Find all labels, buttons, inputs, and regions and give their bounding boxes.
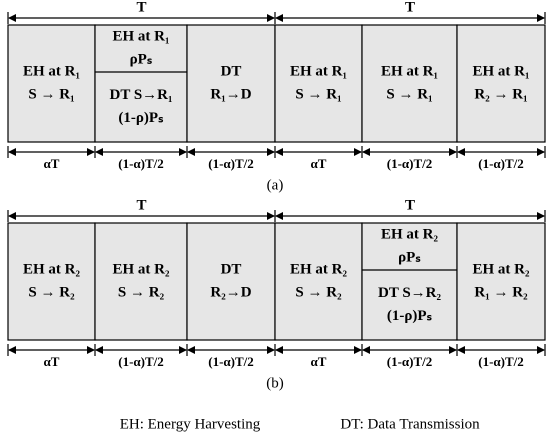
block-text: R₂→D: [210, 284, 251, 300]
block-text: R₂ → R₁: [474, 86, 527, 102]
block-text: EH at R₁: [473, 63, 530, 79]
block-text: S → R₁: [295, 86, 341, 102]
caption: (b): [266, 375, 284, 391]
block-text: (1-ρ)Pₛ: [387, 308, 433, 324]
block: [456, 24, 546, 143]
block-text: DT S→R₂: [378, 285, 441, 301]
block-text: EH at R₁: [381, 63, 438, 79]
block: [361, 222, 458, 341]
block-text: S → R₁: [28, 86, 74, 102]
period-label: T: [405, 0, 415, 15]
block-text: ρPₛ: [398, 249, 421, 265]
block: [456, 222, 546, 341]
duration-label: αT: [311, 156, 327, 171]
block-text: EH at R₂: [381, 226, 439, 242]
period-label: T: [136, 0, 146, 15]
duration-label: (1-α)T/2: [387, 156, 433, 171]
duration-label: (1-α)T/2: [208, 354, 254, 369]
legend-entry: EH: Energy Harvesting: [120, 416, 261, 432]
block-text: R₁→D: [210, 86, 251, 102]
block-text: S → R₂: [295, 284, 342, 300]
caption: (a): [267, 177, 284, 193]
block: [186, 222, 276, 341]
block-text: R₁ → R₂: [474, 284, 528, 300]
block-text: EH at R₂: [290, 261, 348, 277]
block-text: EH at R₂: [23, 261, 81, 277]
block-text: DT S→R₁: [110, 87, 173, 103]
block-text: EH at R₂: [473, 261, 531, 277]
block-text: S → R₂: [118, 284, 165, 300]
duration-label: αT: [44, 354, 60, 369]
duration-label: (1-α)T/2: [387, 354, 433, 369]
block: [274, 24, 363, 143]
duration-label: αT: [311, 354, 327, 369]
duration-label: (1-α)T/2: [118, 156, 164, 171]
block-text: DT: [221, 261, 242, 277]
block: [7, 24, 96, 143]
block: [7, 222, 96, 341]
legend-entry: DT: Data Transmission: [340, 416, 480, 432]
duration-label: (1-α)T/2: [208, 156, 254, 171]
block: [274, 222, 363, 341]
duration-label: (1-α)T/2: [118, 354, 164, 369]
block-text: S → R₂: [28, 284, 75, 300]
block: [361, 24, 458, 143]
period-label: T: [136, 197, 146, 213]
block-text: EH at R₁: [23, 63, 80, 79]
block: [94, 24, 188, 143]
block-text: ρPₛ: [130, 51, 153, 67]
duration-label: αT: [44, 156, 60, 171]
block-text: S → R₁: [386, 86, 432, 102]
block: [186, 24, 276, 143]
block-text: EH at R₁: [113, 28, 170, 44]
duration-label: (1-α)T/2: [478, 354, 524, 369]
period-label: T: [405, 197, 415, 213]
block-text: DT: [221, 63, 242, 79]
block-text: (1-ρ)Pₛ: [118, 110, 164, 126]
block-text: EH at R₁: [290, 63, 347, 79]
duration-label: (1-α)T/2: [478, 156, 524, 171]
block-text: EH at R₂: [113, 261, 171, 277]
block: [94, 222, 188, 341]
